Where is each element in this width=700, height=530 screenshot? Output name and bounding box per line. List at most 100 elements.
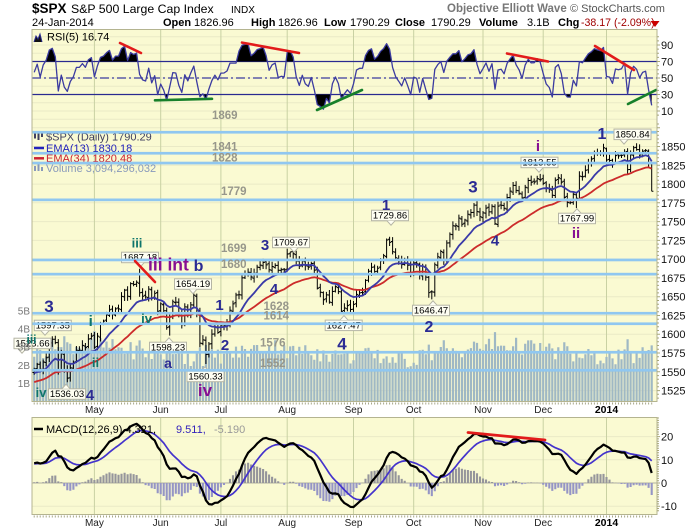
svg-text:1700: 1700 (661, 254, 685, 266)
svg-text:1699: 1699 (221, 243, 247, 255)
svg-text:3.1B: 3.1B (527, 17, 550, 29)
svg-text:1560.33: 1560.33 (188, 372, 222, 383)
svg-text:iv: iv (36, 385, 48, 400)
svg-text:4: 4 (337, 335, 347, 354)
svg-text:5B: 5B (18, 307, 31, 318)
svg-text:1614: 1614 (264, 311, 290, 323)
svg-text:24-Jan-2014: 24-Jan-2014 (32, 17, 94, 29)
svg-text:4: 4 (86, 387, 95, 404)
svg-text:Sep: Sep (345, 518, 363, 529)
svg-text:2: 2 (425, 319, 434, 336)
svg-text:1790.29: 1790.29 (431, 17, 471, 29)
svg-text:1790.29: 1790.29 (350, 17, 390, 29)
svg-text:Open: Open (163, 17, 191, 29)
svg-text:1800: 1800 (661, 179, 685, 191)
svg-text:1825: 1825 (661, 160, 685, 172)
svg-text:1628: 1628 (264, 301, 290, 313)
svg-text:1552: 1552 (260, 358, 286, 370)
svg-text:Oct: Oct (406, 518, 422, 529)
svg-text:Jun: Jun (153, 405, 169, 416)
svg-text:4: 4 (270, 281, 279, 298)
svg-text:3: 3 (44, 297, 53, 316)
svg-text:-38.17 (-2.09%): -38.17 (-2.09%) (581, 17, 655, 29)
svg-text:1826.96: 1826.96 (278, 17, 318, 29)
svg-text:30: 30 (661, 90, 673, 102)
svg-text:1575: 1575 (661, 348, 685, 360)
svg-text:1826.96: 1826.96 (194, 17, 234, 29)
svg-text:Jul: Jul (215, 518, 228, 529)
svg-text:iv: iv (198, 381, 213, 400)
svg-text:1725: 1725 (661, 235, 685, 247)
svg-text:1598.23: 1598.23 (151, 343, 185, 354)
svg-text:1654.19: 1654.19 (176, 279, 210, 290)
svg-text:1550: 1550 (661, 367, 685, 379)
svg-text:4B: 4B (18, 325, 31, 336)
svg-text:-5.190: -5.190 (214, 424, 245, 436)
svg-text:1828: 1828 (212, 153, 238, 165)
svg-text:1536.03: 1536.03 (50, 389, 84, 400)
svg-text:i: i (89, 313, 93, 330)
svg-text:10: 10 (661, 106, 673, 118)
svg-text:1729.86: 1729.86 (373, 211, 407, 222)
svg-text:2B: 2B (18, 361, 31, 372)
svg-text:Nov: Nov (474, 518, 492, 529)
svg-text:1841: 1841 (212, 142, 238, 154)
svg-text:9.511,: 9.511, (176, 424, 206, 436)
svg-text:1600: 1600 (661, 329, 685, 341)
svg-text:Volume: Volume (479, 17, 518, 29)
svg-text:-10: -10 (661, 501, 677, 513)
svg-text:S&P 500 Large Cap Index: S&P 500 Large Cap Index (71, 2, 215, 16)
svg-text:1869: 1869 (212, 110, 238, 122)
svg-text:b: b (194, 258, 204, 275)
svg-text:2014: 2014 (595, 517, 619, 529)
svg-text:iii int: iii int (148, 255, 189, 275)
svg-text:1687.18: 1687.18 (123, 253, 157, 264)
svg-text:1680: 1680 (221, 259, 247, 271)
svg-text:Jul: Jul (215, 405, 228, 416)
svg-text:1750: 1750 (661, 217, 685, 229)
svg-text:a: a (164, 355, 172, 371)
svg-text:1: 1 (215, 297, 223, 314)
svg-text:MACD(12,26,9) 4.321,: MACD(12,26,9) 4.321, (46, 424, 156, 436)
svg-text:Volume 3,094,296,032: Volume 3,094,296,032 (46, 163, 156, 175)
svg-text:3: 3 (261, 237, 269, 254)
svg-text:1646.47: 1646.47 (414, 306, 448, 317)
svg-text:Objective Elliott Wave: Objective Elliott Wave (447, 3, 567, 15)
svg-text:iii: iii (26, 333, 36, 347)
svg-text:$SPX (Daily) 1790.29: $SPX (Daily) 1790.29 (46, 132, 152, 144)
svg-text:3: 3 (468, 178, 477, 197)
svg-text:Chg: Chg (558, 17, 579, 29)
svg-text:1779: 1779 (221, 186, 247, 198)
svg-text:Aug: Aug (278, 518, 296, 529)
svg-text:2014: 2014 (595, 404, 619, 416)
svg-text:1675: 1675 (661, 273, 685, 285)
svg-text:i: i (536, 138, 540, 155)
svg-text:Nov: Nov (474, 405, 492, 416)
svg-text:INDX: INDX (231, 5, 255, 16)
svg-text:May: May (85, 405, 104, 416)
svg-text:1850: 1850 (661, 142, 685, 154)
svg-text:Close: Close (395, 17, 425, 29)
svg-text:90: 90 (661, 40, 673, 52)
svg-text:1775: 1775 (661, 198, 685, 210)
svg-text:May: May (85, 518, 104, 529)
svg-text:1B: 1B (18, 379, 31, 390)
svg-text:Dec: Dec (534, 405, 552, 416)
svg-text:Oct: Oct (406, 405, 422, 416)
svg-text:ii: ii (572, 225, 580, 242)
svg-text:1: 1 (382, 197, 390, 214)
svg-text:1709.67: 1709.67 (274, 238, 308, 249)
svg-text:1627.47: 1627.47 (327, 320, 361, 331)
svg-text:1576: 1576 (260, 338, 286, 350)
svg-text:Jun: Jun (153, 518, 169, 529)
svg-text:0: 0 (661, 478, 667, 490)
svg-text:Dec: Dec (534, 518, 552, 529)
svg-text:4: 4 (491, 233, 500, 250)
svg-text:3B: 3B (18, 343, 31, 354)
svg-text:High: High (251, 17, 276, 29)
svg-text:Aug: Aug (278, 405, 296, 416)
svg-text:1625: 1625 (661, 311, 685, 323)
svg-text:70: 70 (661, 57, 673, 69)
svg-text:1597.35: 1597.35 (36, 321, 70, 332)
svg-text:Low: Low (324, 17, 346, 29)
